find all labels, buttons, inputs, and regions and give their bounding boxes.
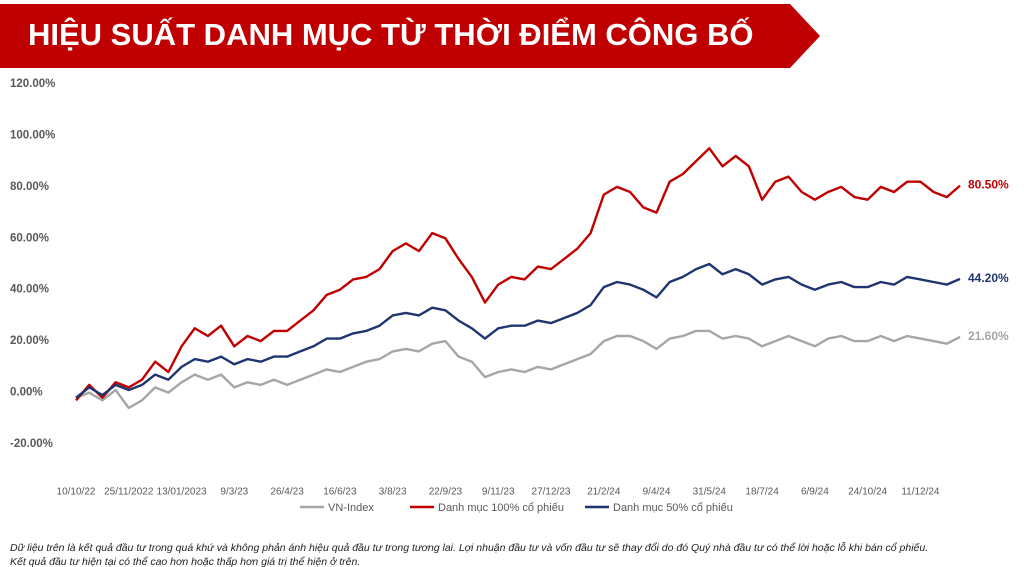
x-tick-label: 3/8/23	[379, 487, 407, 498]
legend-label: VN-Index	[328, 502, 374, 514]
x-tick-label: 31/5/24	[693, 487, 727, 498]
y-tick-label: 40.00%	[10, 284, 49, 296]
x-tick-label: 9/4/24	[643, 487, 671, 498]
x-tick-label: 9/11/23	[482, 487, 515, 498]
x-tick-label: 10/10/22	[57, 487, 96, 498]
y-tick-label: 60.00%	[10, 232, 49, 244]
data-label: 21.60%	[968, 329, 1009, 343]
x-tick-label: 13/01/2023	[157, 487, 207, 498]
y-tick-label: 20.00%	[10, 335, 49, 347]
y-tick-label: 80.00%	[10, 181, 49, 193]
chart-title: HIỆU SUẤT DANH MỤC TỪ THỜI ĐIỂM CÔNG BỐ	[28, 16, 754, 52]
legend-label: Danh mục 50% cổ phiếu	[613, 502, 733, 514]
title-banner	[0, 4, 820, 68]
x-tick-label: 18/7/24	[745, 487, 779, 498]
footnote: Kết quả đầu tư hiện tại có thể cao hơn h…	[10, 556, 360, 567]
y-tick-label: 0.00%	[10, 387, 43, 399]
y-tick-label: 120.00%	[10, 78, 55, 90]
series-line	[75, 147, 961, 402]
y-tick-label: -20.00%	[10, 438, 53, 450]
series-line	[75, 262, 961, 399]
x-tick-label: 21/2/24	[587, 487, 621, 498]
data-label: 44.20%	[968, 271, 1009, 285]
x-tick-label: 25/11/2022	[104, 487, 154, 498]
x-tick-label: 24/10/24	[848, 487, 887, 498]
x-tick-label: 11/12/24	[901, 487, 940, 498]
x-tick-label: 6/9/24	[801, 487, 829, 498]
y-tick-label: 100.00%	[10, 129, 55, 141]
x-tick-label: 22/9/23	[429, 487, 463, 498]
x-tick-label: 26/4/23	[270, 487, 304, 498]
x-tick-label: 16/6/23	[323, 487, 357, 498]
series-line	[75, 329, 961, 410]
footnote: Dữ liệu trên là kết quả đầu tư trong quá…	[10, 541, 928, 554]
legend-label: Danh mục 100% cổ phiếu	[438, 502, 564, 514]
x-tick-label: 9/3/23	[220, 487, 248, 498]
x-tick-label: 27/12/23	[532, 487, 571, 498]
data-label: 80.50%	[968, 178, 1009, 192]
